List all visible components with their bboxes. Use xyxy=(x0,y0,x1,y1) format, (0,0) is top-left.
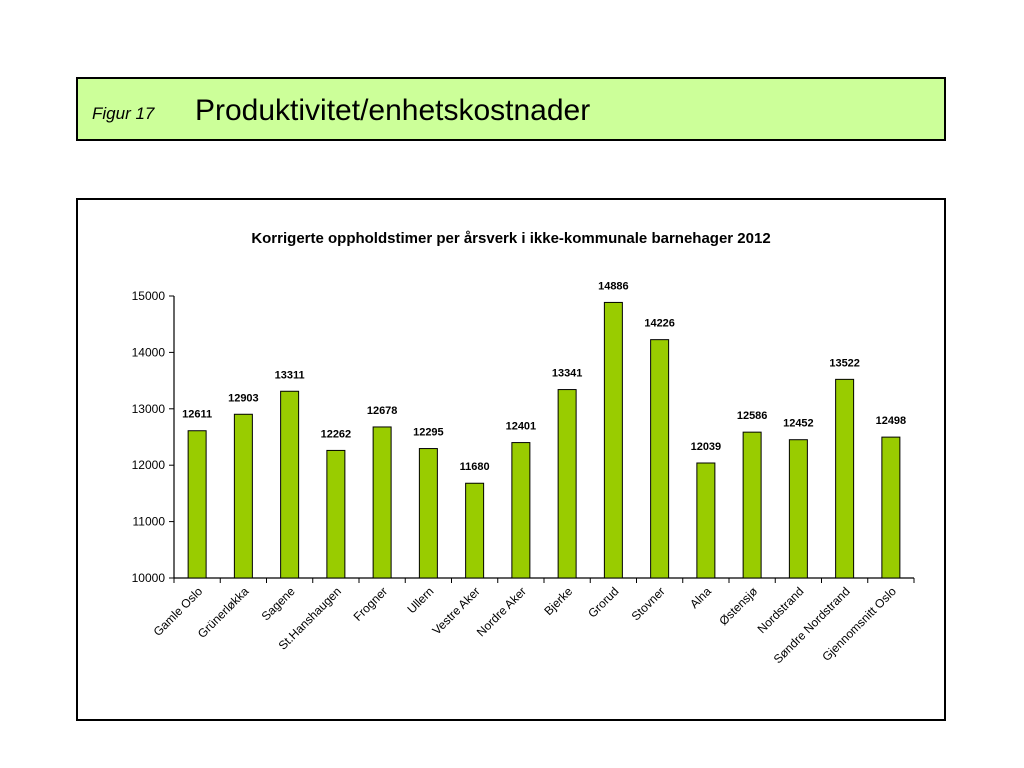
category-label: Bjerke xyxy=(541,584,575,618)
figure-header: Figur 17 Produktivitet/enhetskostnader xyxy=(76,77,946,141)
bar xyxy=(557,389,577,579)
category-label: Grorud xyxy=(585,584,621,620)
category-label: Stovner xyxy=(629,584,668,623)
bar xyxy=(650,339,670,579)
category-label: Ullern xyxy=(404,584,436,616)
y-tick-label: 10000 xyxy=(132,571,166,585)
bar xyxy=(326,449,346,579)
bar xyxy=(742,431,762,579)
bar xyxy=(696,462,716,579)
y-tick-label: 14000 xyxy=(132,345,166,359)
data-label: 14886 xyxy=(598,280,629,292)
bar xyxy=(835,378,855,579)
data-label: 12498 xyxy=(876,415,907,427)
data-label: 13311 xyxy=(275,369,305,381)
bar xyxy=(280,390,300,579)
data-label: 12401 xyxy=(506,421,537,433)
bar xyxy=(511,442,531,579)
figure-title: Produktivitet/enhetskostnader xyxy=(195,94,591,127)
chart-title: Korrigerte oppholdstimer per årsverk i i… xyxy=(251,230,771,247)
chart-panel: Korrigerte oppholdstimer per årsverk i i… xyxy=(76,198,946,721)
bar xyxy=(603,301,623,579)
data-label: 13522 xyxy=(829,357,860,369)
bar-chart: 10000110001200013000140001500012611Gamle… xyxy=(132,280,915,666)
data-label: 12039 xyxy=(691,441,722,453)
bar xyxy=(372,426,392,579)
data-label: 12903 xyxy=(228,392,259,404)
data-label: 14226 xyxy=(644,318,675,330)
y-tick-label: 13000 xyxy=(132,402,166,416)
bar xyxy=(788,439,808,579)
figure-label: Figur 17 xyxy=(92,104,155,123)
y-tick-label: 12000 xyxy=(132,458,166,472)
data-label: 12262 xyxy=(321,428,352,440)
bar xyxy=(187,430,207,579)
y-tick-label: 11000 xyxy=(133,515,166,529)
y-tick-label: 15000 xyxy=(132,289,166,303)
bar xyxy=(465,482,485,579)
data-label: 12611 xyxy=(182,409,212,421)
data-label: 12678 xyxy=(367,405,398,417)
data-label: 12295 xyxy=(413,427,444,439)
category-label: Østensjø xyxy=(716,584,760,628)
category-label: Nordre Aker xyxy=(474,584,529,639)
data-label: 11680 xyxy=(460,461,490,473)
bar xyxy=(233,413,253,579)
data-label: 12452 xyxy=(783,418,814,430)
data-label: 12586 xyxy=(737,410,768,422)
category-label: Alna xyxy=(687,584,714,611)
bar xyxy=(418,448,438,579)
bar xyxy=(881,436,901,579)
category-label: Frogner xyxy=(351,584,391,624)
category-label: Sagene xyxy=(259,584,298,623)
data-label: 13341 xyxy=(552,368,583,380)
